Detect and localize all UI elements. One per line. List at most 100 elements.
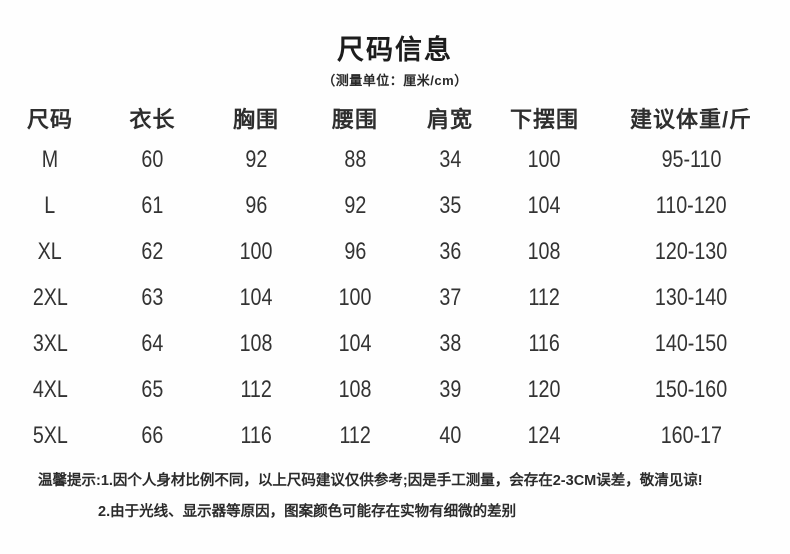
table-cell: 104: [497, 183, 592, 229]
cell-text: 108: [338, 376, 372, 403]
table-cell: 36: [403, 229, 497, 275]
cell-text: 112: [240, 376, 272, 403]
table-cell: 108: [205, 321, 307, 367]
cell-text: 104: [239, 284, 273, 311]
table-cell: 88: [307, 137, 403, 183]
column-header: 建议体重/斤: [629, 107, 753, 132]
cell-text: 160-17: [660, 422, 722, 449]
cell-text: 63: [141, 284, 164, 311]
table-cell: 96: [307, 229, 403, 275]
column-header: 腰围: [331, 107, 378, 132]
cell-text: 120: [528, 376, 561, 403]
cell-text: 120-130: [654, 238, 728, 265]
table-cell: 120-130: [592, 229, 790, 275]
table-cell: 61: [100, 183, 205, 229]
table-cell: 112: [497, 275, 592, 321]
table-cell: 100: [205, 229, 307, 275]
notes-section: 温馨提示:1.因个人身材比例不同，以上尺码建议仅供参考;因是手工测量，会存在2-…: [0, 469, 790, 521]
table-cell: 124: [497, 413, 592, 459]
cell-text: M: [41, 146, 59, 173]
cell-text: 4XL: [32, 376, 68, 403]
table-cell: 63: [100, 275, 205, 321]
cell-text: 104: [338, 330, 372, 357]
cell-text: 40: [439, 422, 461, 449]
table-row: L 61 96 92 35 104 110-120: [0, 183, 790, 229]
cell-text: 2XL: [32, 284, 68, 311]
table-cell: 150-160: [592, 367, 790, 413]
cell-text: 150-160: [654, 376, 728, 403]
table-cell: 108: [307, 367, 403, 413]
cell-text: 60: [141, 146, 164, 173]
table-cell: 38: [403, 321, 497, 367]
size-label-cell: 3XL: [0, 321, 100, 367]
column-header: 下摆围: [509, 107, 579, 132]
table-cell: 110-120: [592, 183, 790, 229]
table-row: XL 62 100 96 36 108 120-130: [0, 229, 790, 275]
table-cell: 112: [205, 367, 307, 413]
cell-text: 39: [439, 376, 461, 403]
table-cell: 35: [403, 183, 497, 229]
table-cell: 92: [307, 183, 403, 229]
cell-text: 35: [439, 192, 461, 219]
table-cell: 116: [497, 321, 592, 367]
table-cell: 62: [100, 229, 205, 275]
cell-text: 124: [528, 422, 561, 449]
cell-text: 130-140: [654, 284, 728, 311]
cell-text: 96: [245, 192, 267, 219]
table-cell: 108: [497, 229, 592, 275]
cell-text: 96: [344, 238, 366, 265]
column-header: 尺码: [26, 107, 73, 132]
cell-text: 140-150: [654, 330, 728, 357]
table-cell: 112: [307, 413, 403, 459]
cell-text: 5XL: [32, 422, 68, 449]
cell-text: 62: [141, 238, 164, 265]
size-table: 尺码 衣长 胸围 腰围 肩宽 下摆围 建议体重/斤 M 60 92 88 34 100 95-110 L 6…: [0, 99, 790, 459]
table-row: 5XL 66 116 112 40 124 160-17: [0, 413, 790, 459]
cell-text: 92: [245, 146, 267, 173]
table-cell: 104: [307, 321, 403, 367]
table-row: 3XL 64 108 104 38 116 140-150: [0, 321, 790, 367]
size-label-cell: 2XL: [0, 275, 100, 321]
column-header: 胸围: [232, 107, 279, 132]
size-label-cell: 5XL: [0, 413, 100, 459]
table-cell: 39: [403, 367, 497, 413]
table-cell: 96: [205, 183, 307, 229]
table-row: 4XL 65 112 108 39 120 150-160: [0, 367, 790, 413]
table-cell: 104: [205, 275, 307, 321]
cell-text: 100: [239, 238, 273, 265]
table-cell: 100: [307, 275, 403, 321]
cell-text: 92: [344, 192, 366, 219]
cell-text: 36: [439, 238, 461, 265]
note-line-2: 2.由于光线、显示器等原因，图案颜色可能存在实物有细微的差别: [98, 504, 517, 520]
table-cell: 130-140: [592, 275, 790, 321]
cell-text: 65: [141, 376, 164, 403]
cell-text: 116: [240, 422, 272, 449]
cell-text: 34: [439, 146, 461, 173]
cell-text: 100: [528, 146, 561, 173]
page-title: 尺码信息: [337, 35, 453, 65]
cell-text: 112: [339, 422, 371, 449]
table-header-row: 尺码 衣长 胸围 腰围 肩宽 下摆围 建议体重/斤: [0, 99, 790, 137]
cell-text: 100: [338, 284, 372, 311]
size-label-cell: L: [0, 183, 100, 229]
cell-text: 104: [528, 192, 561, 219]
cell-text: 110-120: [655, 192, 727, 219]
table-body: M 60 92 88 34 100 95-110 L 61 96 92 35 104 110-120 XL 6…: [0, 137, 790, 459]
cell-text: 37: [439, 284, 461, 311]
cell-text: 38: [439, 330, 461, 357]
table-row: 2XL 63 104 100 37 112 130-140: [0, 275, 790, 321]
table-cell: 120: [497, 367, 592, 413]
table-cell: 100: [497, 137, 592, 183]
table-cell: 95-110: [592, 137, 790, 183]
table-cell: 140-150: [592, 321, 790, 367]
column-header: 肩宽: [426, 107, 473, 132]
table-cell: 34: [403, 137, 497, 183]
table-cell: 65: [100, 367, 205, 413]
size-label-cell: M: [0, 137, 100, 183]
cell-text: L: [44, 192, 56, 219]
table-cell: 64: [100, 321, 205, 367]
size-label-cell: 4XL: [0, 367, 100, 413]
column-header: 衣长: [129, 107, 176, 132]
cell-text: 61: [141, 192, 164, 219]
